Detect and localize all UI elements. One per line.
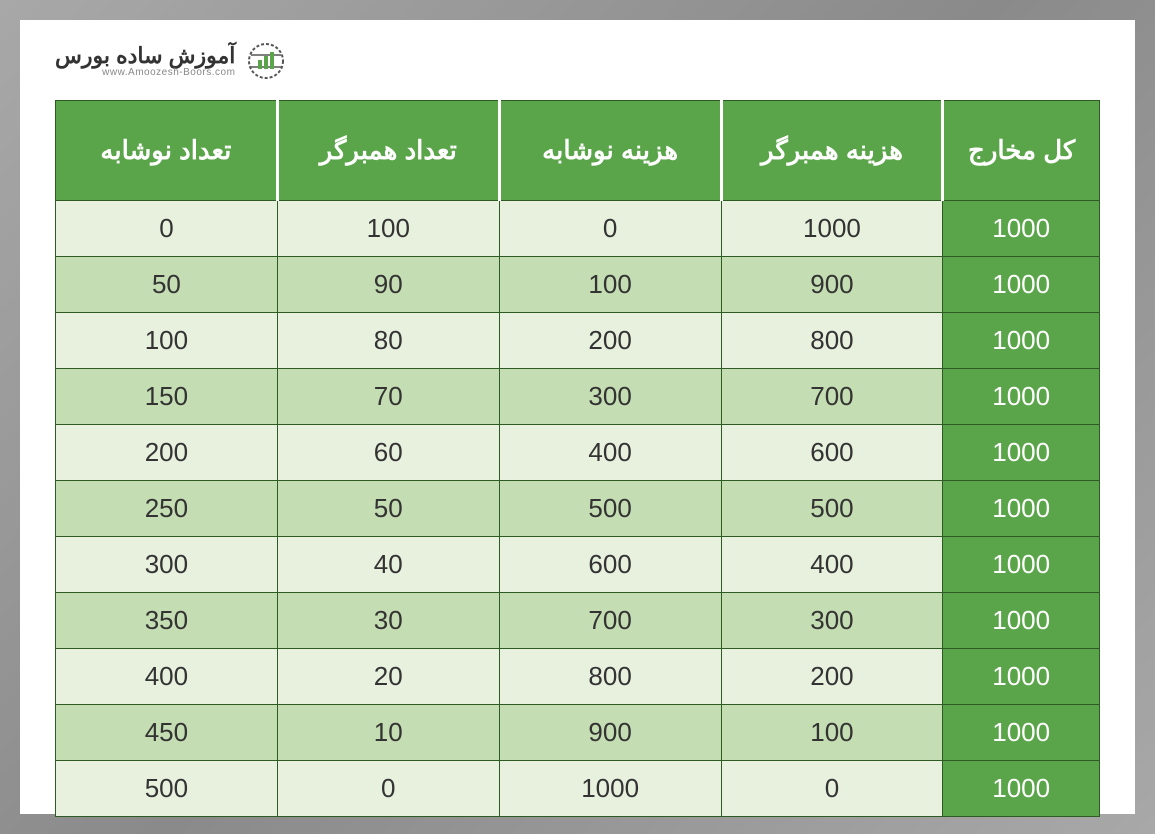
table-cell: 80 [277, 313, 499, 369]
logo-title: آموزش ساده بورس [55, 45, 235, 67]
table-cell: 40 [277, 537, 499, 593]
table-cell: 300 [499, 369, 721, 425]
col-header: تعداد نوشابه [56, 101, 278, 201]
data-table: تعداد نوشابه تعداد همبرگر هزینه نوشابه ه… [55, 100, 1100, 817]
table-cell: 500 [499, 481, 721, 537]
table-cell-total: 1000 [943, 537, 1100, 593]
table-cell-total: 1000 [943, 593, 1100, 649]
table-cell: 200 [721, 649, 943, 705]
table-cell: 90 [277, 257, 499, 313]
table-cell: 100 [499, 257, 721, 313]
table-cell: 450 [56, 705, 278, 761]
table-cell: 700 [721, 369, 943, 425]
table-cell: 0 [721, 761, 943, 817]
logo-text: آموزش ساده بورس www.Amoozesh-Boors.com [55, 45, 235, 78]
table-body: 0 100 0 1000 1000 50 90 100 900 1000 100… [56, 201, 1100, 817]
table-cell: 300 [721, 593, 943, 649]
table-cell: 1000 [499, 761, 721, 817]
table-cell: 350 [56, 593, 278, 649]
table-row: 200 60 400 600 1000 [56, 425, 1100, 481]
table-cell: 250 [56, 481, 278, 537]
table-cell-total: 1000 [943, 705, 1100, 761]
col-header: هزینه همبرگر [721, 101, 943, 201]
content-card: آموزش ساده بورس www.Amoozesh-Boors.com ت… [20, 20, 1135, 814]
table-cell: 50 [277, 481, 499, 537]
table-cell-total: 1000 [943, 425, 1100, 481]
table-row: 0 100 0 1000 1000 [56, 201, 1100, 257]
table-cell: 60 [277, 425, 499, 481]
table-cell: 800 [721, 313, 943, 369]
logo-subtitle: www.Amoozesh-Boors.com [102, 67, 235, 78]
col-header: تعداد همبرگر [277, 101, 499, 201]
col-header: هزینه نوشابه [499, 101, 721, 201]
table-cell: 50 [56, 257, 278, 313]
table-cell: 600 [721, 425, 943, 481]
table-cell: 400 [499, 425, 721, 481]
table-row: 150 70 300 700 1000 [56, 369, 1100, 425]
col-header: کل مخارج [943, 101, 1100, 201]
table-cell: 500 [721, 481, 943, 537]
table-cell: 100 [56, 313, 278, 369]
table-cell-total: 1000 [943, 369, 1100, 425]
table-cell: 400 [56, 649, 278, 705]
table-row: 450 10 900 100 1000 [56, 705, 1100, 761]
table-cell: 700 [499, 593, 721, 649]
table-cell: 0 [277, 761, 499, 817]
table-cell: 100 [721, 705, 943, 761]
table-cell: 10 [277, 705, 499, 761]
table-cell: 200 [56, 425, 278, 481]
table-cell: 0 [56, 201, 278, 257]
table-row: 500 0 1000 0 1000 [56, 761, 1100, 817]
table-cell: 100 [277, 201, 499, 257]
table-row: 100 80 200 800 1000 [56, 313, 1100, 369]
table-cell-total: 1000 [943, 257, 1100, 313]
table-cell: 20 [277, 649, 499, 705]
table-cell-total: 1000 [943, 761, 1100, 817]
table-cell: 1000 [721, 201, 943, 257]
table-cell-total: 1000 [943, 313, 1100, 369]
table-cell: 300 [56, 537, 278, 593]
table-cell: 600 [499, 537, 721, 593]
table-cell: 150 [56, 369, 278, 425]
table-cell: 30 [277, 593, 499, 649]
table-row: 50 90 100 900 1000 [56, 257, 1100, 313]
table-cell: 200 [499, 313, 721, 369]
table-cell-total: 1000 [943, 481, 1100, 537]
table-cell: 70 [277, 369, 499, 425]
table-cell: 0 [499, 201, 721, 257]
globe-chart-icon [245, 40, 287, 82]
table-row: 300 40 600 400 1000 [56, 537, 1100, 593]
logo-area: آموزش ساده بورس www.Amoozesh-Boors.com [55, 40, 1100, 82]
table-row: 400 20 800 200 1000 [56, 649, 1100, 705]
table-header-row: تعداد نوشابه تعداد همبرگر هزینه نوشابه ه… [56, 101, 1100, 201]
table-cell: 900 [721, 257, 943, 313]
table-cell-total: 1000 [943, 649, 1100, 705]
table-row: 350 30 700 300 1000 [56, 593, 1100, 649]
table-cell: 500 [56, 761, 278, 817]
table-cell-total: 1000 [943, 201, 1100, 257]
table-row: 250 50 500 500 1000 [56, 481, 1100, 537]
table-cell: 900 [499, 705, 721, 761]
table-cell: 800 [499, 649, 721, 705]
table-cell: 400 [721, 537, 943, 593]
